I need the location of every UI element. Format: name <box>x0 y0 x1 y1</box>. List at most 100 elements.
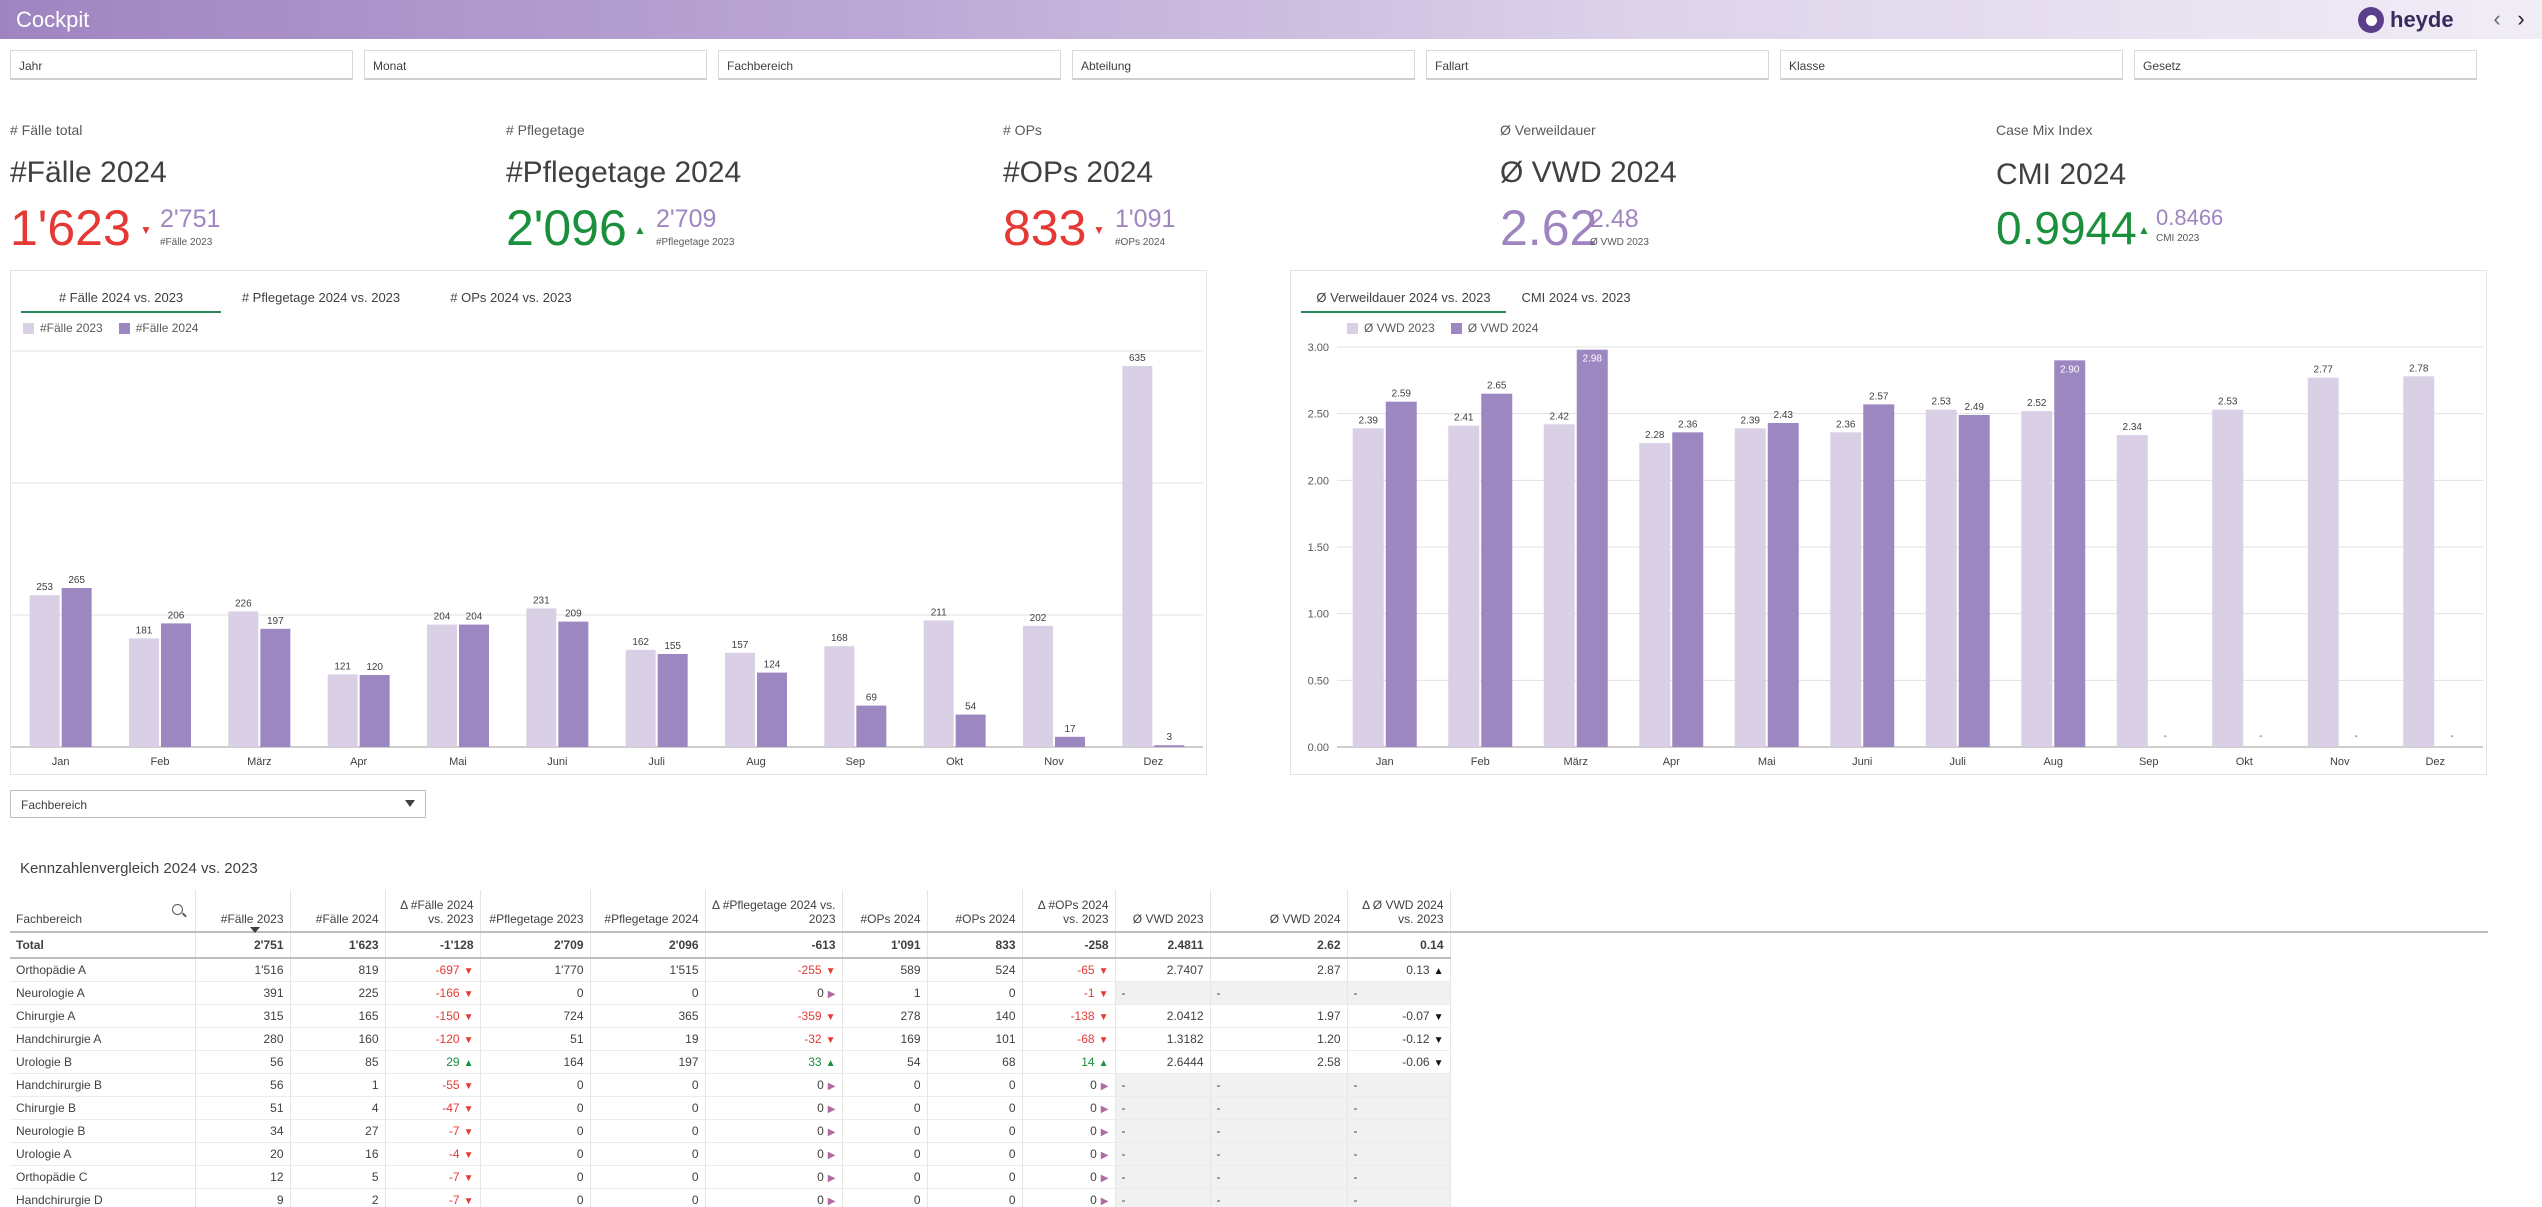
bar <box>1925 409 1957 747</box>
cell-value: 0 <box>576 1169 584 1184</box>
cell-value: 33 <box>808 1054 822 1069</box>
x-tick-label: Okt <box>946 756 963 768</box>
tab-pflegetage[interactable]: # Pflegetage 2024 vs. 2023 <box>241 290 401 305</box>
cell-value: - <box>1121 1123 1126 1138</box>
tab-ops[interactable]: # OPs 2024 vs. 2023 <box>450 290 572 305</box>
table-cell: -1'128 <box>385 932 481 959</box>
filter-klasse[interactable]: Klasse <box>1780 50 2123 80</box>
column-header[interactable]: Δ Ø VWD 2024 vs. 2023 <box>1347 890 1451 933</box>
x-tick-label: Aug <box>746 756 766 768</box>
table-cell: - <box>1115 1165 1211 1189</box>
x-tick-label: Jan <box>1376 756 1394 768</box>
table-cell[interactable]: Handchirurgie A <box>10 1027 196 1051</box>
table-cell[interactable]: Handchirurgie D <box>10 1188 196 1207</box>
table-cell: 589 <box>842 958 928 982</box>
bar <box>260 628 291 747</box>
cell-value: -7 <box>448 1123 460 1138</box>
table-cell: -7 ▼ <box>385 1119 481 1143</box>
sort-desc-icon <box>249 927 260 933</box>
table-row[interactable]: Neurologie B 34 27 -7 ▼ 0 0 0 ▶ 0 0 0 ▶ - - - <box>10 1119 2488 1143</box>
table-row[interactable]: Handchirurgie B 56 1 -55 ▼ 0 0 0 ▶ 0 0 0 ▶ - - - <box>10 1073 2488 1097</box>
table-cell[interactable]: Neurologie B <box>10 1119 196 1143</box>
table-cell: 51 <box>195 1096 291 1120</box>
column-header[interactable]: Δ #Fälle 2024 vs. 2023 <box>385 890 481 933</box>
table-row[interactable]: Orthopädie A 1'516 819 -697 ▼ 1'770 1'515 -255 ▼… <box>10 958 2488 982</box>
tab-cmi[interactable]: CMI 2024 vs. 2023 <box>1521 290 1631 305</box>
table-cell[interactable]: Handchirurgie B <box>10 1073 196 1097</box>
table-cell[interactable]: Total <box>10 932 196 959</box>
tab-verweildauer[interactable]: Ø Verweildauer 2024 vs. 2023 <box>1301 281 1506 313</box>
table-cell[interactable]: Neurologie A <box>10 981 196 1005</box>
filter-abteilung[interactable]: Abteilung <box>1072 50 1415 80</box>
header-label: Δ #OPs 2024 vs. 2023 <box>1037 898 1109 926</box>
table-cell: 724 <box>480 1004 591 1028</box>
table-row[interactable]: Handchirurgie A 280 160 -120 ▼ 51 19 -32 ▼ 169 101… <box>10 1027 2488 1051</box>
header-label: #Fälle 2023 <box>220 912 284 926</box>
table-row[interactable]: Neurologie A 391 225 -166 ▼ 0 0 0 ▶ 1 0 -1 ▼ - - - <box>10 981 2488 1005</box>
table-row[interactable]: Handchirurgie D 9 2 -7 ▼ 0 0 0 ▶ 0 0 0 ▶ - - - <box>10 1188 2488 1207</box>
filter-fallart[interactable]: Fallart <box>1426 50 1769 80</box>
cell-value: Neurologie B <box>16 1123 86 1138</box>
column-header[interactable]: Ø VWD 2024 <box>1210 890 1348 933</box>
table-cell: 34 <box>195 1119 291 1143</box>
column-header[interactable]: #OPs 2024 <box>842 890 928 933</box>
column-header[interactable]: #Pflegetage 2023 <box>480 890 591 933</box>
header-label: Δ Ø VWD 2024 vs. 2023 <box>1362 898 1444 926</box>
data-label: 2.43 <box>1774 410 1794 421</box>
column-header[interactable]: #Fälle 2024 <box>290 890 386 933</box>
table-row[interactable]: Urologie B 56 85 29 ▲ 164 197 33 ▲ 54 68 14 ▲ 2.6444 2… <box>10 1050 2488 1074</box>
nav-forward-button[interactable]: › <box>2517 6 2525 31</box>
column-header[interactable]: #OPs 2024 <box>927 890 1023 933</box>
table-row[interactable]: Chirurgie A 315 165 -150 ▼ 724 365 -359 ▼ 278 140-… <box>10 1004 2488 1028</box>
filter-fachbereich[interactable]: Fachbereich <box>718 50 1061 80</box>
column-header[interactable]: #Fälle 2023 <box>195 890 291 933</box>
kpi-compare-label: CMI 2023 <box>2156 233 2200 244</box>
table-cell: 0 ▶ <box>705 1096 843 1120</box>
table-cell: -0.07 ▼ <box>1347 1004 1451 1028</box>
trend-flat-icon: ▶ <box>1100 1103 1109 1115</box>
table-cell: 160 <box>290 1027 386 1051</box>
trend-flat-icon: ▶ <box>827 1126 836 1138</box>
table-spacer <box>1450 1188 2488 1207</box>
table-cell[interactable]: Urologie A <box>10 1142 196 1166</box>
cell-value: 164 <box>563 1054 584 1069</box>
data-label: 265 <box>68 575 85 586</box>
column-header[interactable]: #Pflegetage 2024 <box>590 890 706 933</box>
cell-value: 2.4811 <box>1167 938 1204 952</box>
total-row[interactable]: Total 2'751 1'623 -1'128 2'709 2'096 -613 1'091… <box>10 932 2488 959</box>
table-cell[interactable]: Orthopädie C <box>10 1165 196 1189</box>
filter-monat[interactable]: Monat <box>364 50 707 80</box>
table-cell: 9 <box>195 1188 291 1207</box>
cell-value: 29 <box>446 1054 460 1069</box>
cell-value: 1'091 <box>890 938 921 952</box>
tab-faelle[interactable]: # Fälle 2024 vs. 2023 <box>21 281 221 313</box>
search-icon[interactable] <box>172 904 183 915</box>
data-label: 2.65 <box>1487 381 1507 392</box>
column-header[interactable]: Ø VWD 2023 <box>1115 890 1211 933</box>
nav-back-button[interactable]: ‹ <box>2493 6 2501 31</box>
cell-value: -65 <box>1077 962 1095 977</box>
header-label: Ø VWD 2024 <box>1269 912 1341 926</box>
column-header[interactable]: Δ #Pflegetage 2024 vs. 2023 <box>705 890 843 933</box>
column-header[interactable]: Fachbereich <box>10 890 196 933</box>
trend-down-icon: ▼ <box>825 1011 836 1023</box>
table-cell: 278 <box>842 1004 928 1028</box>
table-row[interactable]: Chirurgie B 51 4 -47 ▼ 0 0 0 ▶ 0 0 0 ▶ - - - <box>10 1096 2488 1120</box>
table-cell[interactable]: Chirurgie B <box>10 1096 196 1120</box>
table-row[interactable]: Urologie A 20 16 -4 ▼ 0 0 0 ▶ 0 0 0 ▶ - - - <box>10 1142 2488 1166</box>
kpi-verweildauer: Ø Verweildauer Ø VWD 2024 2.62 2.48 Ø VW… <box>1500 120 1980 256</box>
table-row[interactable]: Orthopädie C 12 5 -7 ▼ 0 0 0 ▶ 0 0 0 ▶ - - - <box>10 1165 2488 1189</box>
data-label: 2.36 <box>1836 419 1856 430</box>
bar <box>856 705 887 747</box>
data-label: 3 <box>1167 732 1173 743</box>
column-header[interactable]: Δ #OPs 2024 vs. 2023 <box>1022 890 1116 933</box>
bar <box>2054 360 2086 747</box>
table-cell[interactable]: Chirurgie A <box>10 1004 196 1028</box>
table-cell[interactable]: Urologie B <box>10 1050 196 1074</box>
filter-jahr[interactable]: Jahr <box>10 50 353 80</box>
x-tick-label: Nov <box>2330 756 2350 768</box>
fachbereich-dropdown[interactable]: Fachbereich <box>10 790 426 818</box>
filter-gesetz[interactable]: Gesetz <box>2134 50 2477 80</box>
table-cell[interactable]: Orthopädie A <box>10 958 196 982</box>
cell-value: -613 <box>811 938 836 952</box>
